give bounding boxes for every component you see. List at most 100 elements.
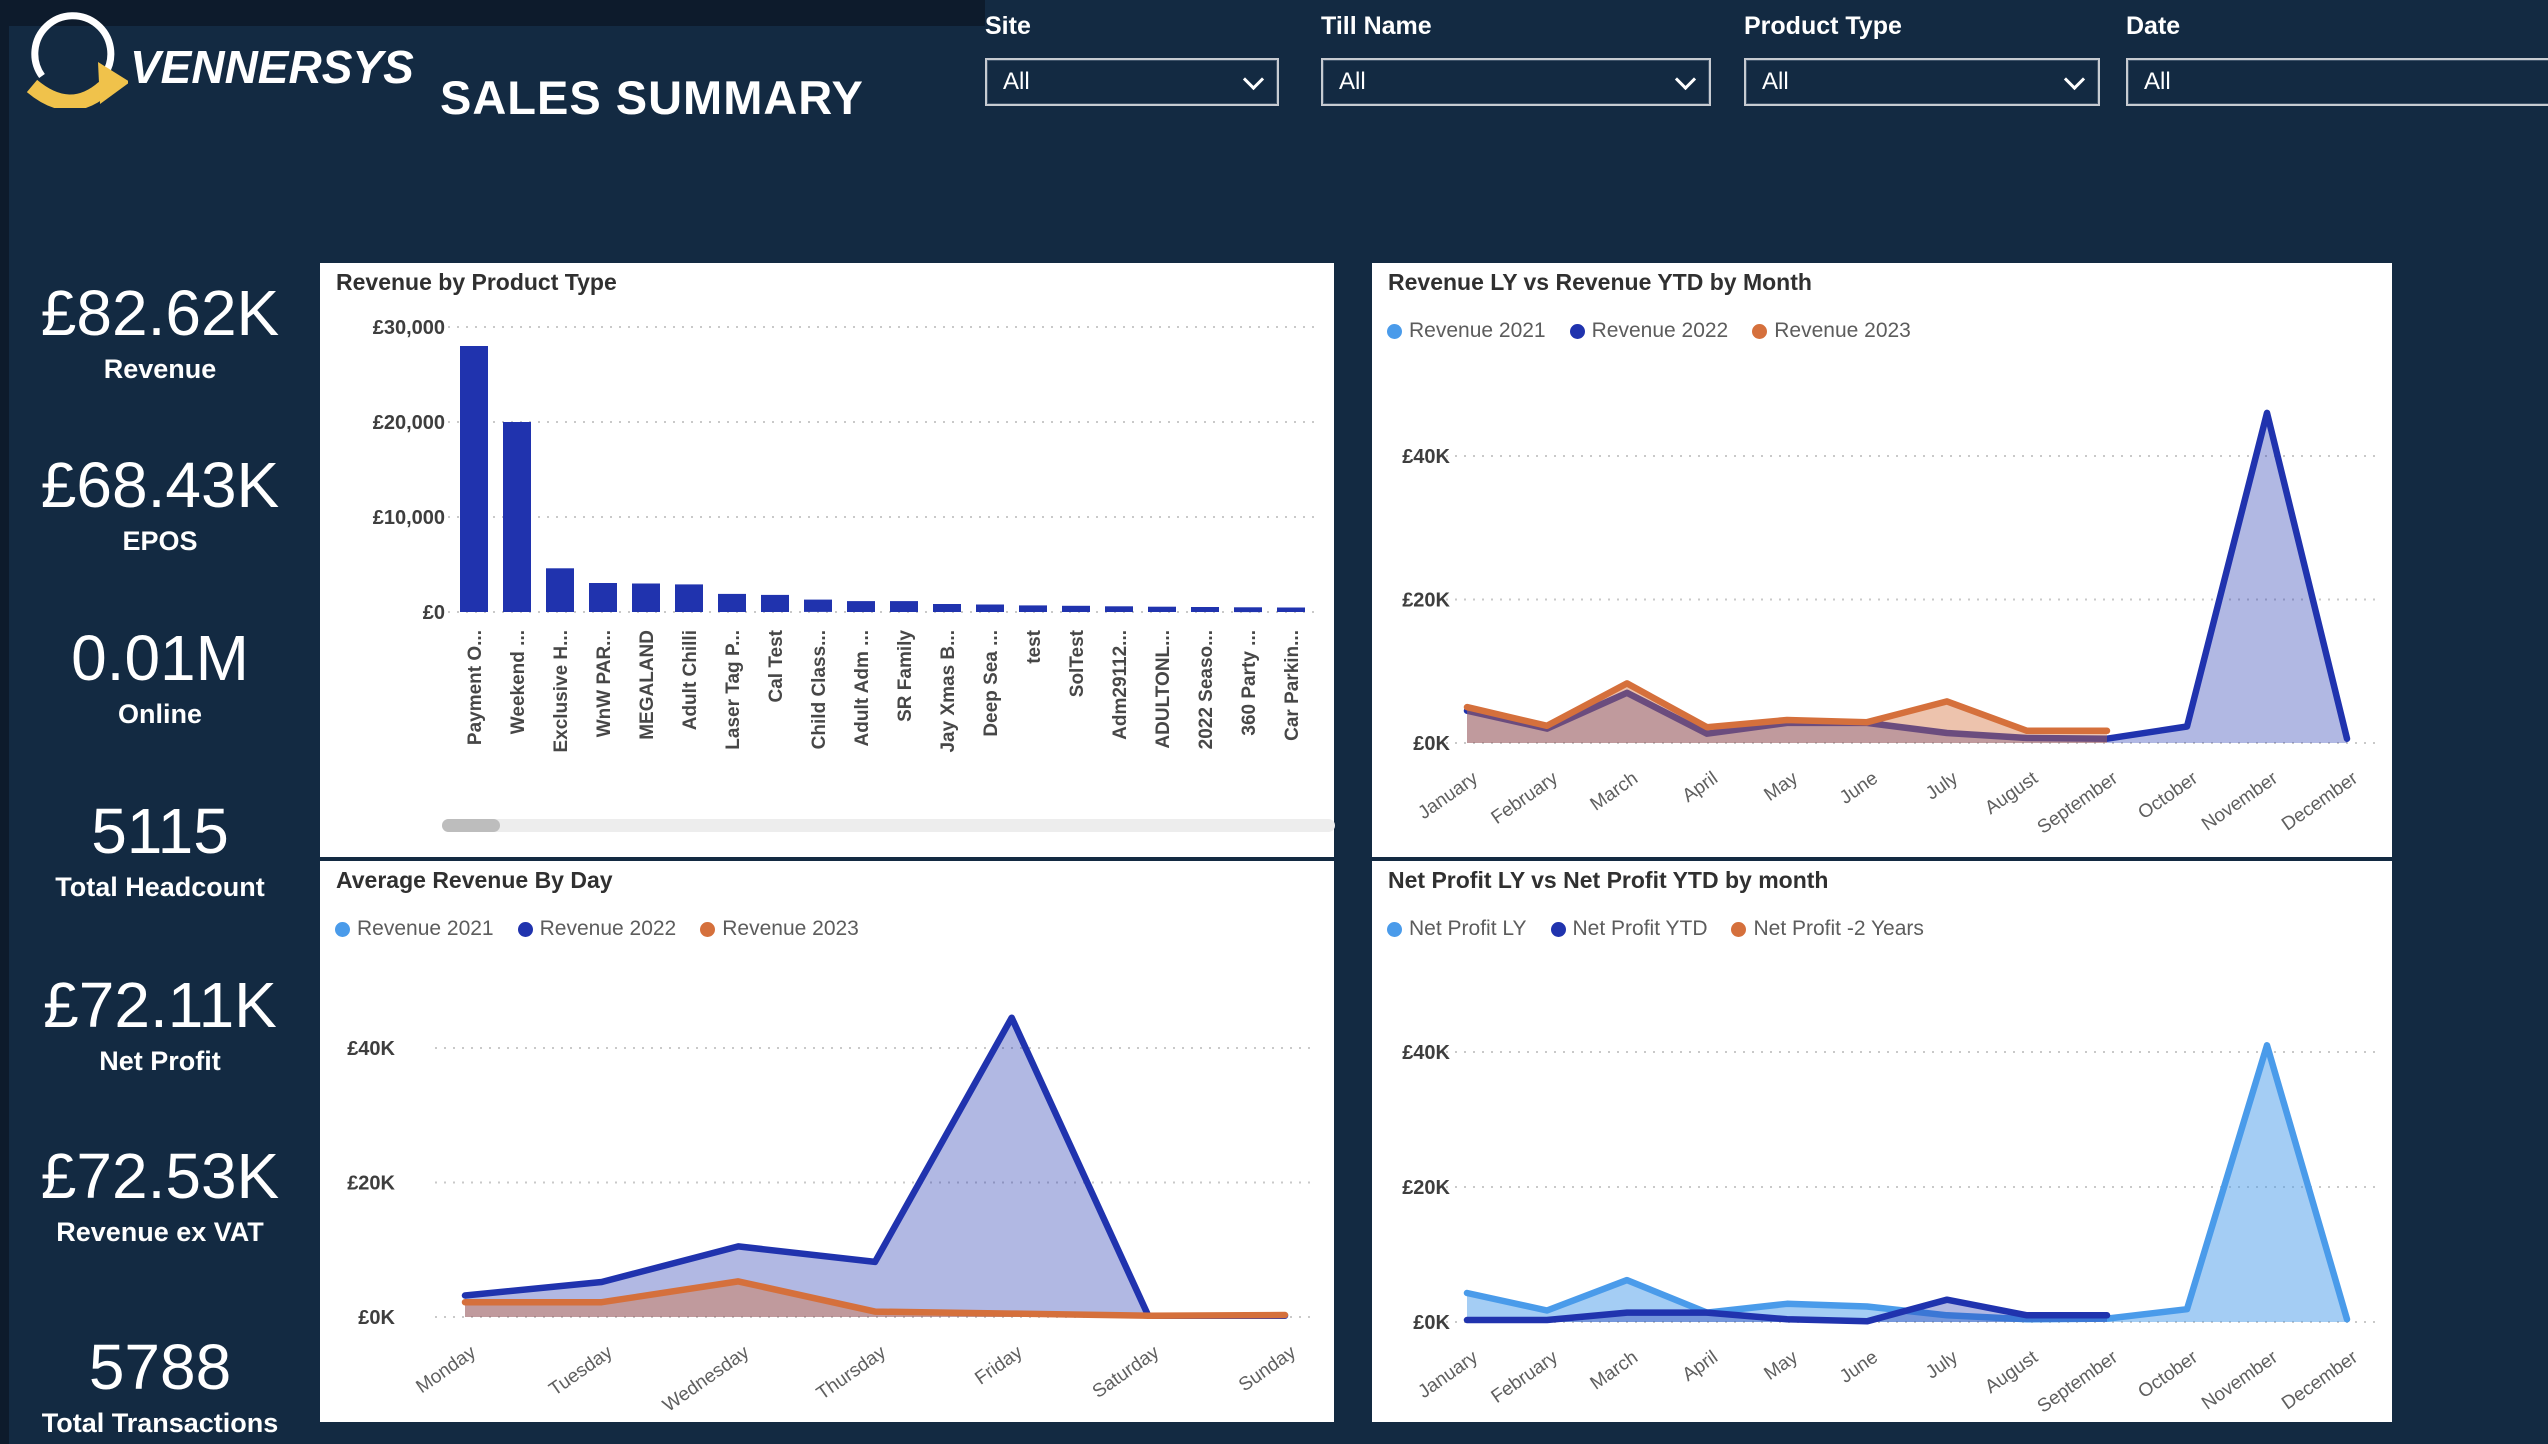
chevron-down-icon <box>1242 68 1265 91</box>
chart-legend: Revenue 2021 Revenue 2022 Revenue 2023 <box>335 917 859 941</box>
legend-item[interactable]: Revenue 2021 <box>1387 319 1546 343</box>
filter-product-type-dropdown[interactable]: All <box>1744 58 2100 106</box>
page-title: SALES SUMMARY <box>440 71 864 124</box>
svg-text:Car Parkin...: Car Parkin... <box>1282 630 1303 741</box>
legend-label: Revenue 2022 <box>539 917 677 940</box>
svg-text:Friday: Friday <box>971 1342 1027 1390</box>
bar-chart-revenue-by-product-type: £0 £10,000 £20,000 £30,000 Payment O... Weeke… <box>373 317 1318 753</box>
filter-site-label: Site <box>985 12 1031 40</box>
legend-label: Revenue 2023 <box>1774 319 1911 342</box>
svg-text:February: February <box>1488 1347 1563 1408</box>
filter-date-dropdown[interactable]: All <box>2126 58 2548 106</box>
svg-text:August: August <box>1981 1346 2042 1398</box>
chart-legend: Revenue 2021 Revenue 2022 Revenue 2023 <box>1387 319 1911 343</box>
svg-text:£20K: £20K <box>347 1173 395 1195</box>
svg-text:March: March <box>1587 768 1642 815</box>
svg-text:360 Party ...: 360 Party ... <box>1239 630 1260 736</box>
svg-text:June: June <box>1836 1347 1882 1388</box>
legend-label: Revenue 2021 <box>357 917 494 940</box>
legend-item[interactable]: Revenue 2023 <box>1752 319 1911 343</box>
legend-item[interactable]: Revenue 2022 <box>517 917 677 941</box>
kpi-revenue-ex-vat-label: Revenue ex VAT <box>56 1217 264 1247</box>
kpi-total-headcount-value: 5115 <box>91 795 229 867</box>
svg-text:November: November <box>2198 768 2282 836</box>
chart-title: Net Profit LY vs Net Profit YTD by month <box>1388 867 1829 893</box>
svg-text:£0: £0 <box>423 602 445 624</box>
svg-text:Laser Tag P...: Laser Tag P... <box>723 630 744 750</box>
filter-site-dropdown[interactable]: All <box>985 58 1279 106</box>
legend-label: Net Profit -2 Years <box>1753 917 1924 940</box>
svg-text:May: May <box>1760 1347 1802 1385</box>
kpi-revenue-value: £82.62K <box>40 277 280 349</box>
kpi-online-value: 0.01M <box>71 622 249 694</box>
chart-title: Average Revenue By Day <box>336 867 613 893</box>
svg-text:January: January <box>1414 768 1482 824</box>
svg-text:Adult Chilli: Adult Chilli <box>680 630 701 730</box>
svg-text:May: May <box>1760 768 1802 806</box>
area-chart-revenue-ly-vs-ytd: £0K £20K £40K January February March April May J… <box>1402 409 2377 838</box>
kpi-online-label: Online <box>117 699 202 729</box>
svg-text:June: June <box>1836 768 1882 809</box>
legend-item[interactable]: Revenue 2021 <box>335 917 494 941</box>
svg-text:£20K: £20K <box>1402 590 1450 612</box>
chart-title: Revenue LY vs Revenue YTD by Month <box>1388 269 1812 295</box>
svg-text:February: February <box>1488 768 1563 829</box>
kpi-total-transactions-label: Total Transactions <box>41 1408 279 1438</box>
legend-item[interactable]: Net Profit LY <box>1387 917 1527 941</box>
kpi-net-profit-label: Net Profit <box>99 1046 221 1076</box>
svg-text:Child Class...: Child Class... <box>809 630 830 749</box>
filter-till-name-dropdown[interactable]: All <box>1321 58 1711 106</box>
legend-dot-icon <box>1550 921 1566 937</box>
legend-label: Net Profit YTD <box>1572 917 1708 940</box>
svg-text:Deep Sea ...: Deep Sea ... <box>981 630 1002 737</box>
kpi-total-transactions-value: 5788 <box>88 1331 232 1403</box>
legend-item[interactable]: Net Profit -2 Years <box>1731 917 1924 941</box>
svg-text:July: July <box>1922 1347 1962 1384</box>
svg-text:2022 Seaso...: 2022 Seaso... <box>1196 630 1217 749</box>
legend-dot-icon <box>335 921 350 937</box>
kpi-epos-label: EPOS <box>122 526 198 556</box>
filter-date-label: Date <box>2126 12 2181 40</box>
svg-text:April: April <box>1679 1347 1722 1386</box>
svg-text:SR Family: SR Family <box>895 630 916 722</box>
svg-text:£0K: £0K <box>1413 733 1450 755</box>
kpi-total-headcount: 5115 Total Headcount <box>4 798 316 903</box>
card-average-revenue-by-day: Average Revenue By Day Revenue 2021 Reve… <box>320 861 1334 1422</box>
svg-text:ADULTONL...: ADULTONL... <box>1153 630 1174 749</box>
kpi-total-transactions: 5788 Total Transactions <box>4 1334 316 1439</box>
svg-text:£0K: £0K <box>358 1307 395 1329</box>
svg-text:Saturday: Saturday <box>1089 1342 1164 1403</box>
filter-site-value: All <box>1003 68 1030 95</box>
kpi-net-profit: £72.11K Net Profit <box>4 972 316 1077</box>
legend-item[interactable]: Revenue 2022 <box>1569 319 1728 343</box>
svg-text:test: test <box>1024 629 1045 663</box>
svg-text:Adult Adm ...: Adult Adm ... <box>852 630 873 746</box>
filter-product-type: Product Type All <box>1744 12 2100 106</box>
area-chart-net-profit-ly-vs-ytd: £0K £20K £40K January February March April May J… <box>1402 1042 2377 1418</box>
filter-site: Site All <box>985 12 1279 106</box>
svg-text:October: October <box>2134 768 2202 824</box>
filter-till-name: Till Name All <box>1321 12 1711 106</box>
svg-text:£40K: £40K <box>1402 1042 1450 1064</box>
svg-text:November: November <box>2198 1347 2282 1415</box>
svg-text:August: August <box>1981 767 2042 819</box>
chart-legend: Net Profit LY Net Profit YTD Net Profit … <box>1387 917 1924 941</box>
kpi-revenue-label: Revenue <box>103 354 217 384</box>
scrollbar-thumb[interactable] <box>442 819 500 832</box>
legend-item[interactable]: Revenue 2023 <box>700 917 859 941</box>
chevron-down-icon <box>1674 68 1697 91</box>
svg-text:Jay Xmas B...: Jay Xmas B... <box>938 630 959 753</box>
svg-text:£20,000: £20,000 <box>373 412 445 434</box>
left-edge-strip <box>0 0 9 1444</box>
card-revenue-by-product-type: Revenue by Product Type £0 £10,000 £20,000… <box>320 263 1335 857</box>
svg-text:September: September <box>2034 1347 2123 1418</box>
svg-text:Exclusive H...: Exclusive H... <box>551 630 572 753</box>
legend-item[interactable]: Net Profit YTD <box>1550 917 1708 941</box>
svg-text:Cal Test: Cal Test <box>766 629 787 702</box>
svg-text:Adm29112...: Adm29112... <box>1110 630 1131 740</box>
chart-title: Revenue by Product Type <box>336 269 617 295</box>
svg-text:December: December <box>2278 768 2362 836</box>
legend-dot-icon <box>700 921 716 937</box>
legend-label: Revenue 2021 <box>1409 319 1546 342</box>
